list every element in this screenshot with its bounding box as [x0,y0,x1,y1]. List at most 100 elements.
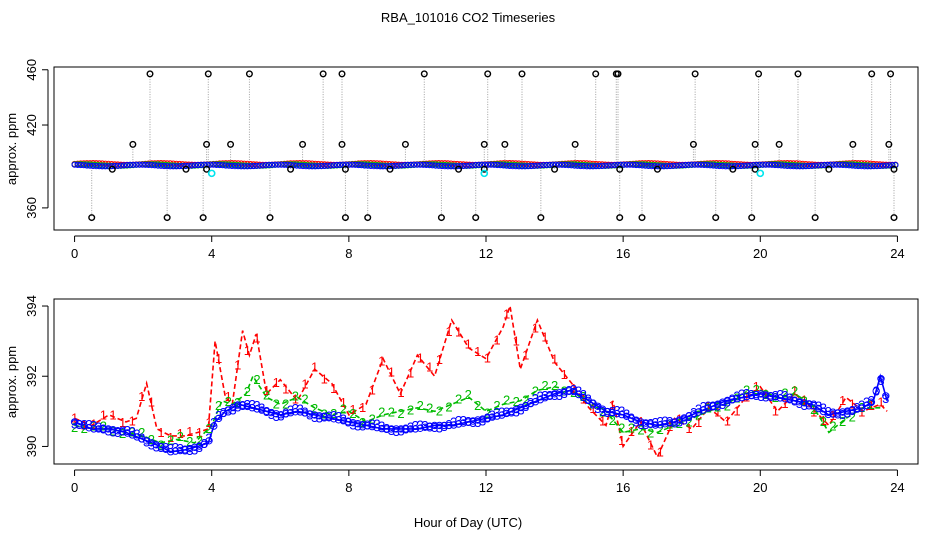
series-2-marker: 2 [858,400,865,415]
series-3-circle-marker [435,421,444,430]
series-1-marker: 1 [791,383,798,398]
series-3-marker: 3 [229,402,236,417]
series-3-marker: 3 [465,414,472,429]
series-3-circle-marker [363,422,372,430]
top-series-3-marker [842,162,850,169]
series-3-marker: 3 [613,403,620,418]
top-series-3-marker [691,161,698,168]
top-series-3-marker [269,161,276,168]
series-3-circle-marker [747,391,756,400]
series-3-circle-marker [478,415,487,423]
top-series-3-marker [756,161,763,168]
top-series-3-marker [537,162,544,169]
series-3-circle-marker [99,425,108,433]
top-series-3-marker [435,162,442,169]
top-series-3-marker [80,162,87,169]
top-series-3-marker [574,162,581,169]
top-series-3-marker [364,162,371,169]
series-3-circle-marker [488,413,496,421]
series-1-marker: 1 [522,347,529,362]
top-series-3-marker [336,161,343,168]
series-1-marker: 1 [503,306,510,321]
series-3-marker: 3 [561,386,568,401]
series-3-marker: 3 [849,403,856,418]
outlier-point [751,165,759,173]
series-3-circle-marker [834,409,842,417]
series-3-marker: 3 [532,391,539,406]
top-series-3-marker [654,163,661,170]
series-1-marker: 1 [349,402,356,417]
series-1-marker: 1 [820,413,827,428]
series-3-circle-marker [411,425,420,433]
series-3-marker: 3 [805,398,812,413]
top-series-3-marker [525,163,532,170]
top-series-3-marker [188,162,195,169]
x-tick-label: 16 [616,246,630,261]
series-1-marker: 1 [801,393,808,408]
top-series-3-marker [216,161,223,169]
series-3-marker: 3 [623,407,630,422]
top-series-3-marker [781,162,788,169]
series-3-marker: 3 [148,438,155,453]
top-series-3-marker [219,162,226,169]
outlier-point [592,70,600,78]
top-series-3-marker [802,163,810,170]
series-3-marker: 3 [330,408,337,423]
top-series-3-marker [315,163,322,170]
series-3-marker: 3 [820,401,827,416]
series-2-marker: 2 [570,385,577,400]
series-1-marker: 1 [426,359,433,374]
series-3-marker: 3 [220,405,227,420]
series-3-circle-marker [397,425,405,433]
series-3-circle-marker [723,396,732,405]
series-3-marker: 3 [762,390,769,405]
series-3-marker: 3 [604,405,611,420]
series-1-marker: 1 [657,444,664,459]
series-3-circle-marker [166,448,175,456]
series-1-marker: 1 [676,411,683,426]
series-2-marker: 2 [705,401,712,416]
outlier-point [163,214,171,222]
series-2-marker: 2 [551,378,558,393]
series-3-marker: 3 [321,410,328,425]
series-3-circle-marker [176,446,184,455]
top-series-3-marker [324,162,331,169]
top-series-3-marker [235,163,242,170]
series-3-circle-marker [267,408,276,417]
series-2-marker: 2 [330,406,337,421]
top-series-3-marker [204,161,211,168]
top-series-3-marker [642,162,649,169]
series-3-circle-marker [786,396,794,404]
outlier-point [748,214,756,222]
top-series-3-marker [617,161,624,168]
top-series-3-marker [830,161,837,168]
series-3-marker: 3 [714,399,721,414]
series-3-marker: 3 [210,415,217,430]
top-series-3-marker [438,162,445,170]
top-series-3-marker [410,161,418,168]
series-3-circle-marker [824,410,832,419]
series-1-marker: 1 [407,366,414,381]
top-series-3-marker [639,162,646,169]
series-3-marker: 3 [541,388,548,403]
top-series-3-marker [793,163,800,170]
top-series-3-marker [685,161,692,168]
series-3-marker: 3 [671,415,678,430]
series-1-marker: 1 [877,395,884,410]
series-3-circle-marker [200,440,208,448]
series-1-marker: 1 [647,438,654,453]
top-series-3-marker [522,163,529,170]
top-series-3-marker [497,162,504,169]
series-3-circle-marker [872,387,880,395]
series-3-circle-marker [138,435,146,443]
series-3-marker: 3 [709,399,716,414]
top-series-3-marker [284,161,291,168]
series-1-marker: 1 [388,365,395,380]
series-1-marker: 1 [618,433,625,448]
top-series-3-marker [765,161,773,168]
series-3-circle-marker [104,425,112,433]
series-3-marker: 3 [786,390,793,405]
series-1-marker: 1 [273,375,280,390]
top-series-3-marker [500,162,507,169]
series-3-marker: 3 [685,409,692,424]
